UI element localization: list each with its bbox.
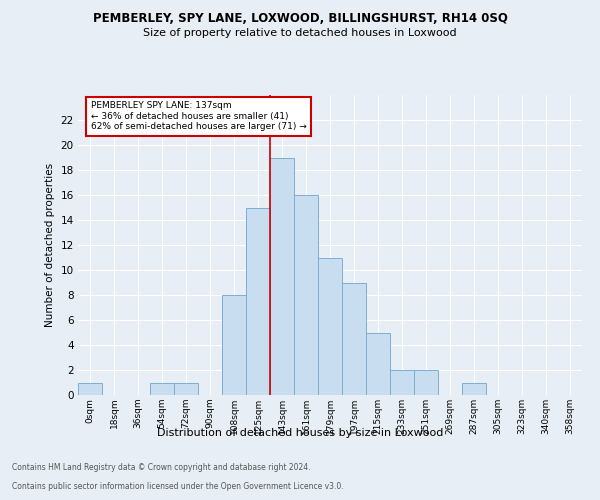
Bar bbox=[174, 382, 198, 395]
Text: PEMBERLEY, SPY LANE, LOXWOOD, BILLINGSHURST, RH14 0SQ: PEMBERLEY, SPY LANE, LOXWOOD, BILLINGSHU… bbox=[92, 12, 508, 26]
Text: Contains public sector information licensed under the Open Government Licence v3: Contains public sector information licen… bbox=[12, 482, 344, 491]
Bar bbox=[342, 282, 366, 395]
Bar bbox=[390, 370, 414, 395]
Bar bbox=[270, 158, 294, 395]
Text: PEMBERLEY SPY LANE: 137sqm
← 36% of detached houses are smaller (41)
62% of semi: PEMBERLEY SPY LANE: 137sqm ← 36% of deta… bbox=[91, 102, 307, 131]
Bar bbox=[366, 332, 390, 395]
Bar bbox=[414, 370, 438, 395]
Text: Size of property relative to detached houses in Loxwood: Size of property relative to detached ho… bbox=[143, 28, 457, 38]
Bar bbox=[294, 195, 318, 395]
Bar bbox=[78, 382, 102, 395]
Text: Distribution of detached houses by size in Loxwood: Distribution of detached houses by size … bbox=[157, 428, 443, 438]
Bar bbox=[222, 295, 246, 395]
Bar bbox=[462, 382, 486, 395]
Bar bbox=[150, 382, 174, 395]
Bar bbox=[318, 258, 342, 395]
Bar bbox=[246, 208, 270, 395]
Text: Contains HM Land Registry data © Crown copyright and database right 2024.: Contains HM Land Registry data © Crown c… bbox=[12, 464, 311, 472]
Y-axis label: Number of detached properties: Number of detached properties bbox=[45, 163, 55, 327]
